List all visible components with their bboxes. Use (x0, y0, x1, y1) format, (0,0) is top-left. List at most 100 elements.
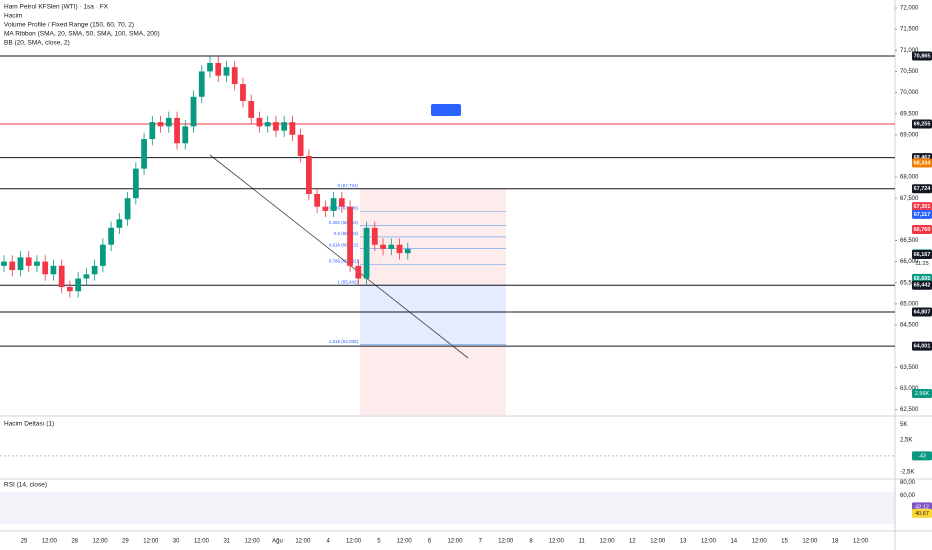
y-tick-label: 62,500 (900, 407, 919, 413)
y-tick-label: 69,500 (900, 111, 919, 117)
x-tick-label: 12:00 (397, 539, 413, 545)
price-label: 64,001 (914, 344, 931, 350)
fib-label: 1 (65,442) (337, 279, 358, 284)
pane-title: RSI (14, close) (4, 482, 47, 489)
candle-body (165, 117, 172, 127)
candle-body (17, 257, 24, 271)
x-tick-label: 29 (122, 539, 129, 545)
candle-body (67, 286, 73, 292)
y-tick-label: 69,000 (900, 132, 919, 138)
candle-body (380, 244, 386, 249)
y-tick-label: 71,500 (900, 27, 919, 33)
rsi-ma-box (912, 508, 932, 518)
candle-body (347, 206, 353, 266)
price-label: 68,334 (914, 160, 932, 166)
candle-body (396, 244, 403, 254)
candle-body (116, 219, 123, 228)
price-label-box (912, 224, 932, 234)
x-tick-label: 12:00 (42, 539, 58, 545)
candle-body (9, 261, 16, 271)
y-tick-label: 60,00 (900, 493, 916, 499)
candle-body (371, 227, 378, 245)
fib-label: 0,5 (66,583) (334, 231, 359, 236)
x-tick-label: 12:00 (346, 539, 362, 545)
volume-label: 2,56K (915, 391, 930, 397)
candle-body (83, 274, 90, 279)
x-tick-label: 25 (21, 539, 28, 545)
candle-body (297, 134, 304, 156)
price-label: 70,865 (914, 53, 931, 59)
x-tick-label: 13 (680, 539, 687, 545)
fib-label: 0,382 (66,853) (329, 220, 359, 225)
alert-box (431, 104, 461, 116)
candle-body (314, 193, 321, 207)
candle-body (42, 261, 49, 275)
candle-body (25, 257, 32, 266)
candle-body (75, 278, 82, 292)
candle-body (124, 198, 131, 220)
candle-body (108, 227, 115, 245)
candle-body (149, 122, 156, 140)
x-tick-label: 12:00 (447, 539, 463, 545)
candle-body (240, 84, 246, 102)
long-zone (360, 286, 506, 345)
candle-body (99, 244, 106, 266)
candle-body (281, 122, 288, 131)
fib-label: 0,786 (65,932) (329, 259, 359, 264)
x-tick-label: 15 (781, 539, 788, 545)
indicator-label: Volume Profile / Fixed Range (150, 60, 7… (4, 22, 134, 29)
y-tick-label: 70,000 (900, 90, 919, 96)
candle-body (388, 244, 395, 249)
candle-body (231, 67, 238, 85)
x-tick-label: 12:00 (245, 539, 261, 545)
x-tick-label: 31 (223, 539, 230, 545)
rsi-band (0, 492, 895, 524)
x-tick-label: 12:00 (295, 539, 311, 545)
candle-body (289, 122, 296, 135)
y-tick-label: 63,500 (900, 365, 919, 371)
y-tick-label: 65,500 (900, 280, 919, 286)
price-label-box (912, 158, 932, 168)
price-label-box (912, 202, 932, 212)
x-tick-label: 8 (529, 539, 533, 545)
candle-body (330, 198, 337, 211)
candle-body (141, 139, 147, 169)
x-tick-label: 30 (173, 539, 180, 545)
rsi-ma-label: 40,67 (915, 511, 929, 517)
x-tick-label: 12:00 (143, 539, 159, 545)
delta-box (912, 451, 932, 461)
x-tick-label: 12:00 (650, 539, 666, 545)
x-tick-label: 12:00 (853, 539, 869, 545)
candle-body (91, 265, 98, 275)
price-label: 69,255 (914, 122, 931, 128)
y-tick-label: 65,000 (900, 301, 919, 307)
price-label: 68,462 (914, 155, 931, 161)
indicator-label: Hacim (4, 13, 22, 20)
x-tick-label: 28 (71, 539, 78, 545)
y-tick-label: -2,5K (900, 469, 914, 475)
price-label-box (912, 341, 932, 351)
y-tick-label: 5K (900, 422, 907, 428)
candle-body (305, 155, 312, 194)
candle-body (157, 122, 164, 127)
candle-body (58, 265, 65, 287)
x-tick-label: Ağu (272, 539, 283, 545)
y-tick-label: 72,000 (900, 6, 919, 12)
y-tick-label: 67,500 (900, 196, 919, 202)
x-tick-label: 12:00 (93, 539, 109, 545)
candle-body (256, 117, 263, 127)
price-label-box (912, 209, 932, 219)
x-tick-label: 18 (832, 539, 839, 545)
candle-body (190, 96, 197, 127)
price-label-box (912, 273, 932, 283)
candle-body (182, 126, 189, 144)
candle-body (363, 227, 370, 279)
y-tick-label: 80,00 (900, 480, 916, 486)
y-tick-label: 66,500 (900, 238, 919, 244)
delta-label: -43 (918, 453, 926, 459)
y-tick-label: 68,000 (900, 175, 919, 181)
price-label: 64,807 (914, 309, 931, 315)
price-label: 65,442 (914, 283, 931, 289)
pane-title: Hacim Deltası (1) (4, 421, 54, 428)
